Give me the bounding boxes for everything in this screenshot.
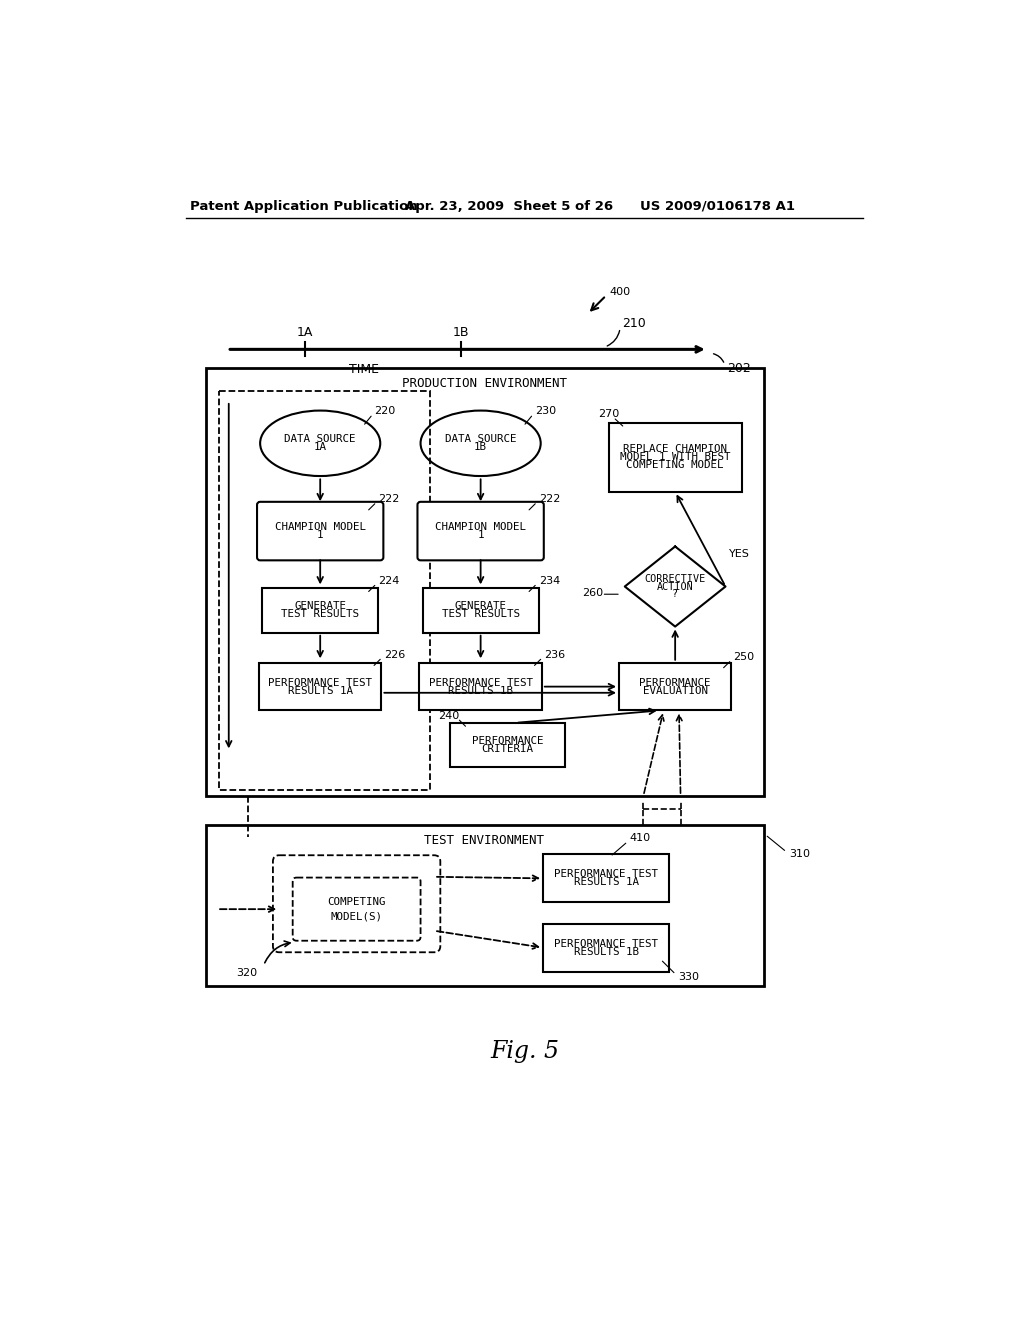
Text: 220: 220 bbox=[375, 407, 395, 416]
Text: 230: 230 bbox=[535, 407, 556, 416]
Text: Fig. 5: Fig. 5 bbox=[490, 1040, 559, 1063]
Text: 224: 224 bbox=[378, 576, 399, 586]
Text: PERFORMANCE TEST: PERFORMANCE TEST bbox=[429, 677, 532, 688]
Text: 320: 320 bbox=[237, 968, 258, 978]
Text: 234: 234 bbox=[539, 576, 560, 586]
Text: GENERATE: GENERATE bbox=[455, 602, 507, 611]
Text: 210: 210 bbox=[623, 317, 646, 330]
FancyBboxPatch shape bbox=[293, 878, 421, 941]
Text: CHAMPION MODEL: CHAMPION MODEL bbox=[435, 523, 526, 532]
Text: ACTION: ACTION bbox=[656, 582, 693, 591]
Text: PERFORMANCE: PERFORMANCE bbox=[472, 737, 544, 746]
Text: RESULTS 1B: RESULTS 1B bbox=[573, 946, 639, 957]
Text: CRITERIA: CRITERIA bbox=[481, 744, 534, 754]
FancyBboxPatch shape bbox=[259, 663, 381, 710]
FancyBboxPatch shape bbox=[618, 663, 731, 710]
Text: PERFORMANCE TEST: PERFORMANCE TEST bbox=[554, 870, 658, 879]
Text: 222: 222 bbox=[539, 494, 560, 504]
Text: COMPETING: COMPETING bbox=[328, 898, 386, 907]
FancyBboxPatch shape bbox=[418, 502, 544, 560]
Text: Patent Application Publication: Patent Application Publication bbox=[190, 199, 418, 213]
Text: TEST RESULTS: TEST RESULTS bbox=[282, 610, 359, 619]
FancyBboxPatch shape bbox=[451, 723, 565, 767]
Text: PRODUCTION ENVIRONMENT: PRODUCTION ENVIRONMENT bbox=[402, 376, 567, 389]
Text: TEST RESULTS: TEST RESULTS bbox=[441, 610, 519, 619]
Text: REPLACE CHAMPION: REPLACE CHAMPION bbox=[624, 445, 727, 454]
Text: GENERATE: GENERATE bbox=[294, 602, 346, 611]
Text: 1: 1 bbox=[317, 531, 324, 540]
FancyBboxPatch shape bbox=[206, 368, 764, 796]
Text: 1B: 1B bbox=[474, 442, 487, 453]
Text: 400: 400 bbox=[609, 286, 631, 297]
Text: RESULTS 1B: RESULTS 1B bbox=[449, 685, 513, 696]
Text: US 2009/0106178 A1: US 2009/0106178 A1 bbox=[640, 199, 795, 213]
Text: 240: 240 bbox=[438, 711, 459, 721]
Text: 270: 270 bbox=[598, 409, 618, 418]
Text: 330: 330 bbox=[678, 972, 699, 982]
Text: 222: 222 bbox=[378, 494, 399, 504]
Text: Apr. 23, 2009  Sheet 5 of 26: Apr. 23, 2009 Sheet 5 of 26 bbox=[406, 199, 613, 213]
Text: 410: 410 bbox=[630, 833, 650, 843]
FancyBboxPatch shape bbox=[420, 663, 542, 710]
Text: RESULTS 1A: RESULTS 1A bbox=[288, 685, 352, 696]
Text: PERFORMANCE TEST: PERFORMANCE TEST bbox=[268, 677, 372, 688]
FancyBboxPatch shape bbox=[608, 422, 741, 492]
Text: 226: 226 bbox=[384, 649, 406, 660]
Text: 1A: 1A bbox=[297, 326, 313, 339]
FancyBboxPatch shape bbox=[423, 589, 539, 632]
Text: 1B: 1B bbox=[453, 326, 469, 339]
Text: DATA SOURCE: DATA SOURCE bbox=[444, 434, 516, 445]
Text: 202: 202 bbox=[727, 362, 751, 375]
Text: RESULTS 1A: RESULTS 1A bbox=[573, 878, 639, 887]
Text: 1: 1 bbox=[477, 531, 484, 540]
Text: TEST ENVIRONMENT: TEST ENVIRONMENT bbox=[425, 834, 545, 847]
FancyBboxPatch shape bbox=[206, 825, 764, 986]
Text: 236: 236 bbox=[544, 649, 565, 660]
Text: 250: 250 bbox=[733, 652, 755, 663]
FancyBboxPatch shape bbox=[543, 924, 670, 972]
Text: MODEL(S): MODEL(S) bbox=[331, 911, 383, 921]
Text: 1A: 1A bbox=[313, 442, 327, 453]
Text: ?: ? bbox=[672, 590, 678, 599]
Text: EVALUATION: EVALUATION bbox=[643, 685, 708, 696]
Text: 310: 310 bbox=[790, 850, 810, 859]
FancyBboxPatch shape bbox=[543, 854, 670, 903]
Text: PERFORMANCE: PERFORMANCE bbox=[639, 677, 711, 688]
Text: MODEL 1 WITH BEST: MODEL 1 WITH BEST bbox=[620, 453, 730, 462]
Text: DATA SOURCE: DATA SOURCE bbox=[285, 434, 356, 445]
FancyBboxPatch shape bbox=[262, 589, 378, 632]
Text: CORRECTIVE: CORRECTIVE bbox=[644, 574, 706, 583]
Text: TIME: TIME bbox=[349, 363, 379, 376]
Text: CHAMPION MODEL: CHAMPION MODEL bbox=[274, 523, 366, 532]
Text: PERFORMANCE TEST: PERFORMANCE TEST bbox=[554, 939, 658, 949]
Text: COMPETING MODEL: COMPETING MODEL bbox=[627, 461, 724, 470]
Text: 260: 260 bbox=[583, 587, 603, 598]
Text: YES: YES bbox=[729, 549, 751, 560]
FancyBboxPatch shape bbox=[257, 502, 383, 560]
